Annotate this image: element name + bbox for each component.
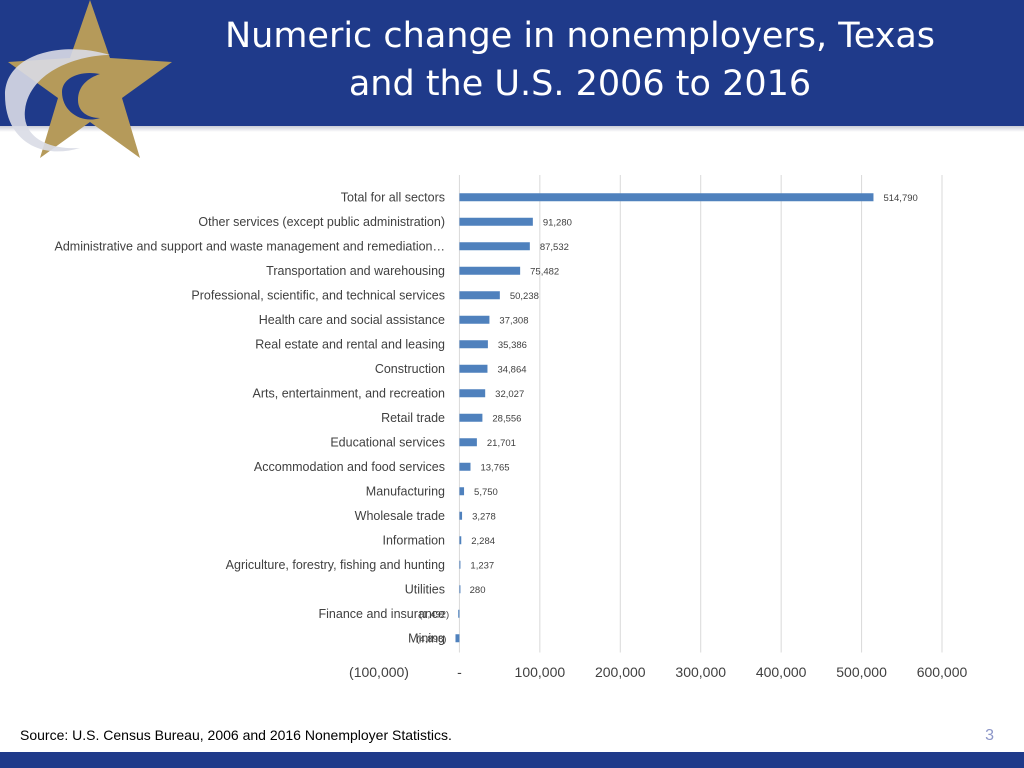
source-note: Source: U.S. Census Bureau, 2006 and 201…: [20, 727, 452, 743]
category-label: Finance and insurance: [319, 607, 446, 621]
category-label: Total for all sectors: [341, 190, 445, 204]
data-label: 2,284: [471, 536, 495, 547]
texas-star-logo: [5, 0, 172, 158]
bar: [459, 389, 486, 398]
bar: [459, 291, 500, 300]
swoosh-shape: [5, 49, 110, 152]
category-label: Mining: [408, 631, 445, 645]
category-label: Information: [382, 533, 445, 547]
bar: [459, 217, 533, 226]
category-label: Other services (except public administra…: [198, 215, 445, 229]
page-number: 3: [985, 727, 994, 744]
header-bar: [0, 0, 1024, 126]
bar: [459, 438, 477, 447]
category-label: Arts, entertainment, and recreation: [253, 386, 446, 400]
x-tick-label: 400,000: [756, 664, 807, 680]
data-label: 28,556: [492, 413, 521, 424]
data-label: 34,864: [497, 364, 526, 375]
bar-chart: Total for all sectors 514,790 Other servic…: [55, 175, 968, 680]
bar: [459, 511, 463, 520]
bar: [459, 413, 483, 422]
x-tick-label: 300,000: [675, 664, 726, 680]
star-shape: [8, 0, 172, 158]
category-label: Retail trade: [381, 411, 445, 425]
data-label: 280: [470, 585, 486, 596]
bar: [459, 340, 488, 349]
data-label: 50,238: [510, 291, 539, 302]
category-label: Transportation and warehousing: [266, 264, 445, 278]
data-label: (4,898): [416, 634, 446, 645]
category-label: Professional, scientific, and technical …: [191, 288, 445, 302]
category-label: Manufacturing: [366, 484, 445, 498]
category-label: Agriculture, forestry, fishing and hunti…: [226, 558, 445, 572]
bar: [459, 242, 530, 251]
data-label: 91,280: [543, 217, 572, 228]
bar: [455, 634, 460, 643]
category-label: Utilities: [405, 582, 445, 596]
data-label: 75,482: [530, 266, 559, 277]
data-label: 21,701: [487, 438, 516, 449]
data-label: 5,750: [474, 487, 498, 498]
data-label: 13,765: [480, 462, 509, 473]
bar: [459, 315, 490, 324]
data-label: 37,308: [499, 315, 528, 326]
data-label: 32,027: [495, 389, 524, 400]
category-label: Administrative and support and waste man…: [55, 239, 446, 253]
data-label: 35,386: [498, 340, 527, 351]
title-line-2: and the U.S. 2006 to 2016: [348, 64, 812, 104]
bar: [459, 536, 462, 545]
data-label: 514,790: [883, 193, 917, 204]
x-tick-label: 500,000: [836, 664, 887, 680]
data-label: 1,237: [470, 560, 494, 571]
x-tick-label: 200,000: [595, 664, 646, 680]
bar: [459, 560, 461, 569]
data-label: 3,278: [472, 511, 496, 522]
x-tick-label: -: [457, 664, 462, 680]
x-tick-label: 100,000: [515, 664, 566, 680]
category-label: Construction: [375, 362, 445, 376]
data-label: 87,532: [540, 242, 569, 253]
bar: [459, 487, 465, 496]
x-tick-label: 600,000: [917, 664, 968, 680]
x-tick-label: (100,000): [349, 664, 409, 680]
bar: [459, 193, 874, 202]
category-label: Real estate and rental and leasing: [255, 337, 445, 351]
c-mark-shape: [62, 72, 100, 120]
bar: [459, 585, 461, 594]
bar: [459, 266, 521, 275]
footer-bar: [0, 752, 1024, 768]
category-label: Accommodation and food services: [254, 460, 445, 474]
category-label: Health care and social assistance: [259, 313, 445, 327]
bar: [458, 609, 460, 618]
header-shadow: [0, 126, 1024, 132]
category-label: Wholesale trade: [355, 509, 445, 523]
title-line-1: Numeric change in nonemployers, Texas: [224, 16, 936, 56]
slide-title: Numeric change in nonemployers, Texas an…: [180, 12, 980, 108]
category-label: Educational services: [330, 435, 445, 449]
bar: [459, 462, 471, 471]
bar: [459, 364, 488, 373]
data-label: (1,492): [419, 609, 449, 620]
